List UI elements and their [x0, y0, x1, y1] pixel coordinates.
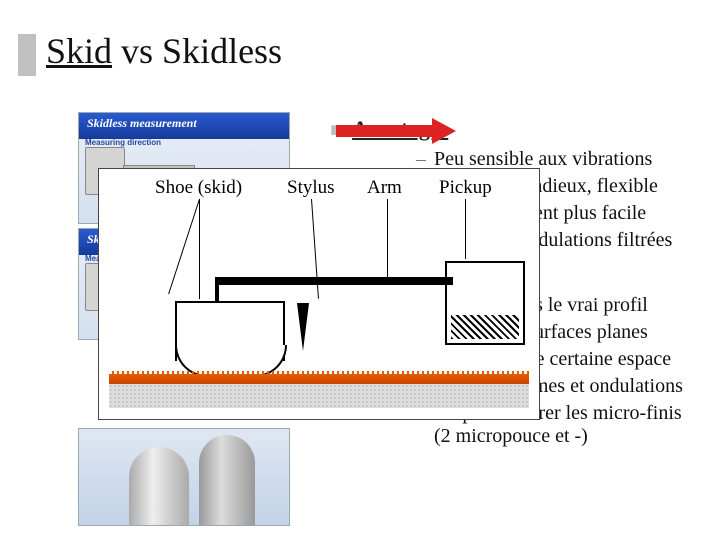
rough-layer-icon [109, 374, 529, 384]
stylus-tip-icon [297, 303, 309, 351]
cylinder-icon [199, 435, 255, 526]
cylinder-photo [78, 428, 290, 526]
base-layer-icon [109, 384, 529, 408]
title-accent [18, 34, 36, 76]
hatch-icon [451, 315, 519, 339]
measuring-direction-label: Measuring direction [85, 138, 161, 147]
label-arm: Arm [367, 177, 402, 199]
leader-line [465, 199, 466, 259]
thumb-header: Skidless measurement [79, 113, 289, 139]
cylinder-icon [129, 447, 189, 526]
bullet-text: Peu sensible aux vibrations [434, 148, 652, 170]
surface-icon [109, 374, 529, 408]
slide-title: Skid vs Skidless [46, 30, 282, 72]
label-shoe: Shoe (skid) [155, 177, 242, 199]
pickup-box-icon [445, 261, 525, 345]
arm-icon [215, 277, 453, 285]
leader-line [199, 199, 200, 299]
slide: Skid vs Skidless Skidless measurement Me… [0, 0, 720, 540]
label-pickup: Pickup [439, 177, 492, 199]
title-underline-part: Skid [46, 31, 112, 71]
leader-line [168, 199, 200, 294]
label-stylus: Stylus [287, 177, 335, 199]
red-arrow-icon [336, 120, 456, 142]
skid-diagram: Shoe (skid) Stylus Arm Pickup [98, 168, 540, 420]
shoe-skid-icon [175, 301, 285, 361]
leader-line [387, 199, 388, 277]
title-rest: vs Skidless [112, 31, 282, 71]
